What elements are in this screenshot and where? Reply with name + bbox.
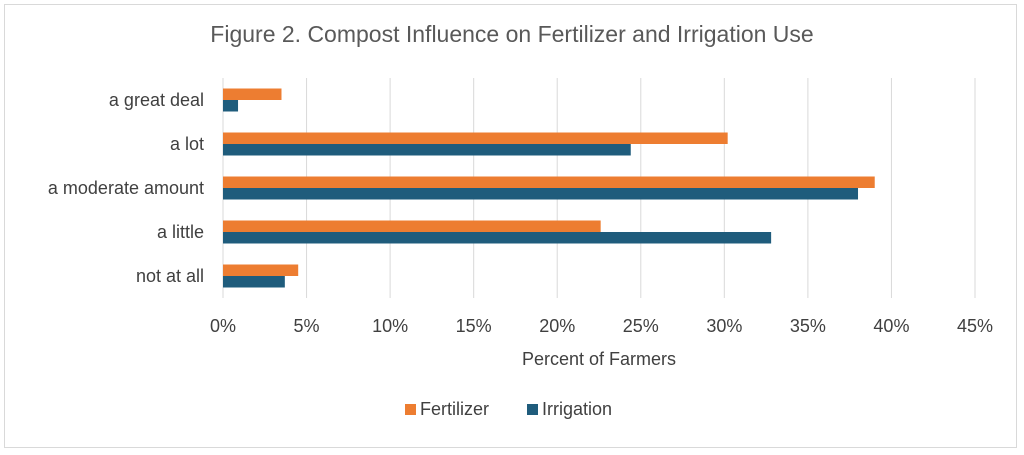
x-tick-label: 30% [706,316,742,336]
category-label-a-lot: a lot [170,134,204,154]
x-tick-label: 35% [790,316,826,336]
x-axis-title: Percent of Farmers [522,349,676,369]
legend-label-irrigation: Irrigation [542,399,612,419]
legend-label-fertilizer: Fertilizer [420,399,489,419]
x-tick-label: 15% [456,316,492,336]
x-tick-label: 25% [623,316,659,336]
legend: Fertilizer Irrigation [405,399,612,419]
x-tick-label: 20% [539,316,575,336]
bar-fertilizer-not-at-all [223,264,299,276]
legend-swatch-irrigation [527,404,538,415]
category-label-not-at-all: not at all [136,266,204,286]
category-label-a-moderate-amount: a moderate amount [48,178,204,198]
category-labels: a great deal a lot a moderate amount a litt… [48,90,204,286]
bar-irrigation-a-little [223,232,772,244]
x-tick-labels: 0% 5% 10% 15% 20% 25% 30% 35% 40% 45% [210,316,993,336]
x-tick-label: 40% [873,316,909,336]
x-tick-label: 5% [294,316,320,336]
bar-irrigation-a-great-deal [223,100,239,112]
legend-swatch-fertilizer [405,404,416,415]
bar-irrigation-not-at-all [223,276,285,288]
bar-fertilizer-a-lot [223,132,728,144]
x-tick-label: 0% [210,316,236,336]
bar-fertilizer-a-great-deal [223,88,282,100]
x-tick-label: 10% [372,316,408,336]
bar-irrigation-a-lot [223,144,631,156]
bars [223,88,875,288]
x-tick-label: 45% [957,316,993,336]
bar-irrigation-a-moderate-amount [223,188,859,200]
bar-fertilizer-a-little [223,220,601,232]
category-label-a-little: a little [157,222,204,242]
category-label-a-great-deal: a great deal [109,90,204,110]
chart-title: Figure 2. Compost Influence on Fertilize… [210,21,813,47]
bar-fertilizer-a-moderate-amount [223,176,875,188]
gridlines [222,78,976,298]
